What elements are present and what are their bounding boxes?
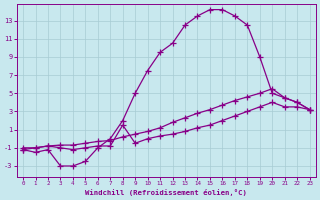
X-axis label: Windchill (Refroidissement éolien,°C): Windchill (Refroidissement éolien,°C) (85, 189, 247, 196)
